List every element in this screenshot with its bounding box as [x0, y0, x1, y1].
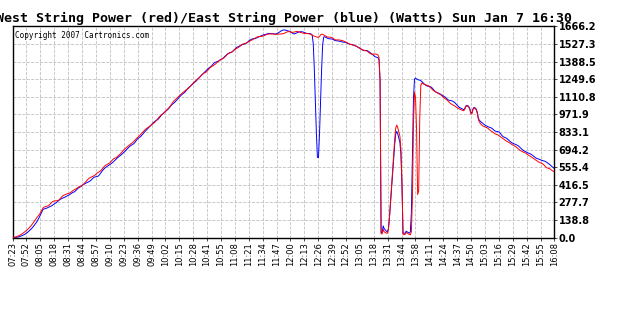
Title: West String Power (red)/East String Power (blue) (Watts) Sun Jan 7 16:30: West String Power (red)/East String Powe… — [0, 12, 571, 25]
Text: Copyright 2007 Cartronics.com: Copyright 2007 Cartronics.com — [15, 31, 149, 40]
